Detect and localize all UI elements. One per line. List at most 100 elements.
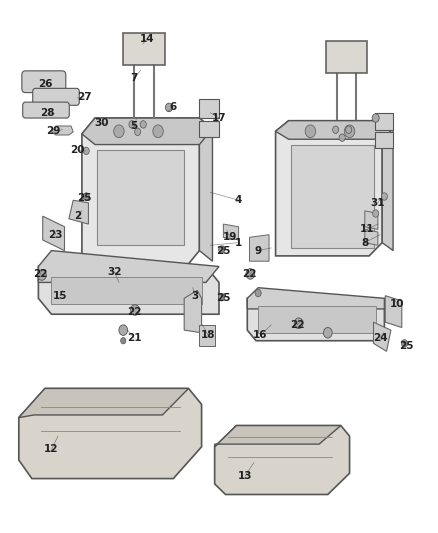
Circle shape [294,318,303,328]
Polygon shape [223,224,239,240]
Polygon shape [365,229,378,245]
Polygon shape [215,425,350,495]
Circle shape [401,340,407,347]
Text: 25: 25 [216,246,230,256]
Polygon shape [365,211,378,229]
Circle shape [131,305,139,316]
Text: 22: 22 [290,320,304,330]
Polygon shape [250,235,269,261]
Text: 11: 11 [360,224,374,235]
Text: 22: 22 [127,306,141,317]
Circle shape [114,125,124,138]
Text: 3: 3 [191,290,199,301]
Polygon shape [39,251,219,282]
Circle shape [332,126,339,133]
Circle shape [219,246,225,253]
Text: 28: 28 [40,108,54,118]
Polygon shape [51,277,201,304]
Circle shape [83,147,89,155]
Text: 27: 27 [77,92,92,102]
Circle shape [219,294,225,301]
Polygon shape [291,144,374,248]
Text: 22: 22 [33,270,48,279]
Polygon shape [382,120,393,251]
Text: 17: 17 [212,113,226,123]
FancyBboxPatch shape [23,102,69,118]
Text: 29: 29 [46,126,61,136]
Text: 18: 18 [201,330,215,341]
Polygon shape [375,132,393,148]
Circle shape [373,210,379,217]
Circle shape [305,125,316,138]
Polygon shape [199,120,219,136]
Text: 1: 1 [235,238,242,248]
Circle shape [255,289,261,297]
Polygon shape [199,100,219,118]
Text: 24: 24 [373,333,387,343]
Polygon shape [82,118,212,144]
Polygon shape [123,33,165,65]
Circle shape [153,125,163,138]
Circle shape [381,193,388,200]
Circle shape [346,126,352,133]
Polygon shape [258,306,376,333]
Text: 25: 25 [77,192,92,203]
Circle shape [323,327,332,338]
Circle shape [120,337,126,344]
Polygon shape [43,216,64,251]
Polygon shape [215,425,341,447]
Text: 9: 9 [254,246,262,256]
Polygon shape [374,322,391,351]
Circle shape [339,134,345,141]
FancyBboxPatch shape [22,71,66,93]
Polygon shape [39,266,219,314]
Text: 12: 12 [44,445,59,455]
Text: 13: 13 [238,471,252,481]
Text: 20: 20 [71,145,85,155]
Text: 16: 16 [253,330,268,341]
Polygon shape [375,113,393,130]
Circle shape [166,103,173,112]
Text: 14: 14 [140,34,155,44]
Polygon shape [247,298,385,341]
Circle shape [140,120,146,128]
Polygon shape [276,120,382,256]
Circle shape [119,325,127,335]
Polygon shape [276,120,393,139]
Polygon shape [325,41,367,73]
Text: 6: 6 [170,102,177,112]
Text: 25: 25 [399,341,413,351]
Text: 5: 5 [131,121,138,131]
Circle shape [134,128,141,135]
Text: 25: 25 [216,293,230,303]
Circle shape [129,120,135,128]
Polygon shape [19,389,188,418]
Polygon shape [199,118,212,261]
Text: 7: 7 [131,73,138,83]
Text: 4: 4 [235,195,242,205]
Text: 2: 2 [74,211,81,221]
Text: 21: 21 [127,333,141,343]
Circle shape [38,270,46,280]
Polygon shape [199,325,215,346]
Text: 15: 15 [53,290,67,301]
Text: 10: 10 [390,298,405,309]
Text: 8: 8 [361,238,368,248]
Circle shape [344,125,355,138]
Text: 31: 31 [371,198,385,208]
Polygon shape [69,200,88,224]
Text: 22: 22 [242,270,257,279]
Polygon shape [82,118,199,266]
FancyBboxPatch shape [33,88,79,106]
Polygon shape [97,150,184,245]
Polygon shape [247,288,385,309]
Polygon shape [19,389,201,479]
Polygon shape [385,296,402,327]
Polygon shape [51,126,73,135]
Polygon shape [184,290,201,333]
Text: 30: 30 [94,118,109,128]
Text: 32: 32 [107,267,122,277]
Circle shape [83,193,89,200]
Text: 23: 23 [49,230,63,240]
Text: 26: 26 [38,78,52,88]
